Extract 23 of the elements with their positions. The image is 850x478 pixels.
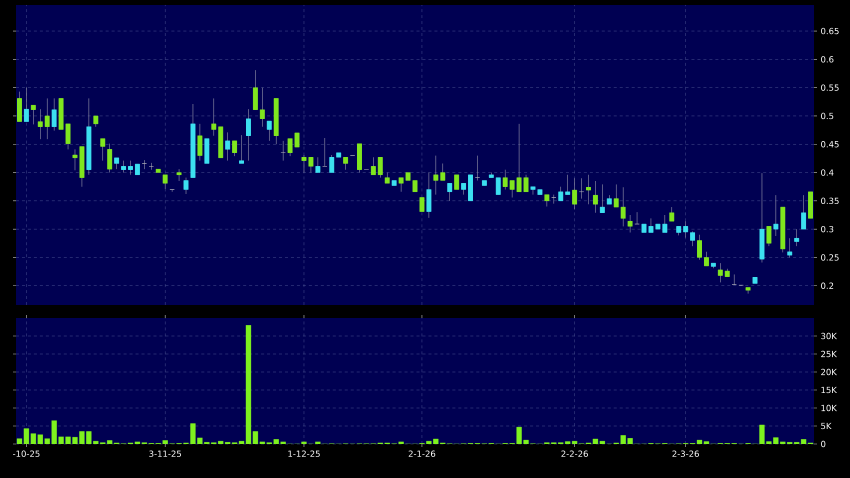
y-tick-label: 0.3 xyxy=(821,226,834,232)
y-tick-label: 0.6 xyxy=(821,56,834,63)
x-tick-label: -10-25 xyxy=(12,450,40,457)
y-tick-label: 30K xyxy=(821,332,838,340)
y-tick-label: 0.2 xyxy=(821,282,834,289)
x-tick-label: 1-12-25 xyxy=(288,450,320,457)
x-tick-label: 2-3-26 xyxy=(672,450,699,457)
y-tick-label: 0.45 xyxy=(821,141,839,148)
y-tick-label: 25K xyxy=(821,350,838,358)
y-tick-label: 20K xyxy=(821,368,838,376)
y-tick-label: 5K xyxy=(821,422,832,430)
y-tick-label: 15K xyxy=(821,386,838,394)
y-tick-label: 0.25 xyxy=(821,254,839,261)
x-tick-label: 2-1-26 xyxy=(408,450,436,457)
y-tick-label: 0.5 xyxy=(821,112,834,120)
x-tick-label: 3-11-25 xyxy=(149,450,181,457)
y-tick-label: 0.65 xyxy=(821,28,839,34)
y-tick-label: 0.35 xyxy=(821,198,839,204)
y-tick-label: 0.55 xyxy=(821,84,839,91)
y-tick-label: 0 xyxy=(821,440,826,448)
y-tick-label: 10K xyxy=(821,404,838,412)
x-tick-label: 2-2-26 xyxy=(561,450,588,457)
y-tick-label: 0.4 xyxy=(821,169,834,176)
